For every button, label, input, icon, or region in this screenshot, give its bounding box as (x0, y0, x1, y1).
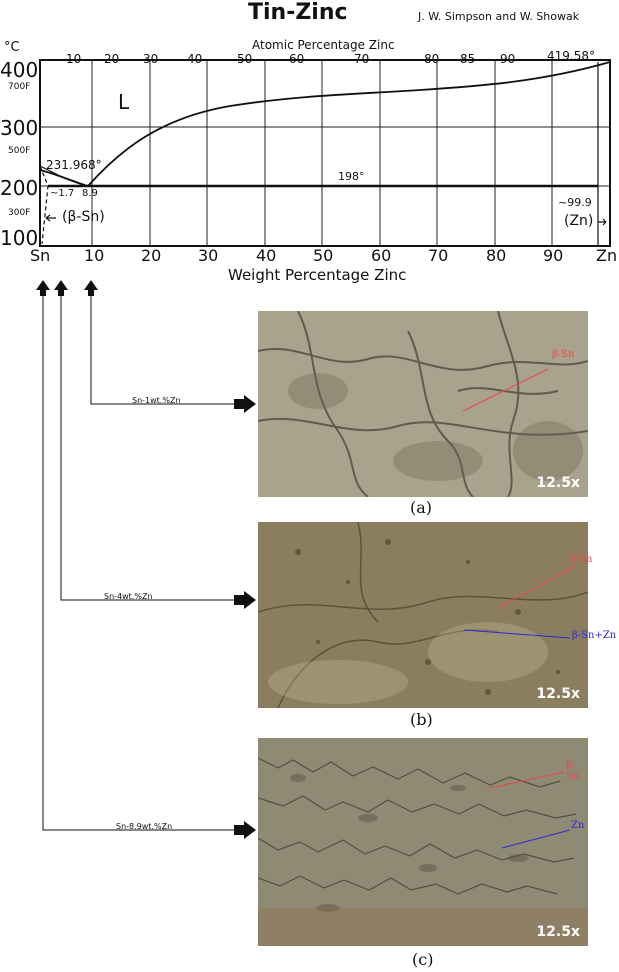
left-tick: 100 (0, 226, 39, 250)
micrograph-c: β-Sn Zn 12.5x (258, 738, 588, 946)
alloy-label-c: Sn-8.9wt.%Zn (116, 822, 173, 831)
top-tick: 90 (500, 52, 516, 66)
up-arrow-icon (54, 280, 68, 296)
magnification-label: 12.5x (536, 475, 580, 491)
up-arrow-icon (36, 280, 50, 296)
connector-a (90, 296, 236, 405)
sn-liquidus-line (39, 165, 89, 187)
left-tick: 400 (0, 58, 39, 82)
top-tick: 70 (354, 52, 370, 66)
sn-melting-label: 231.968° (46, 158, 102, 172)
bottom-tick: 60 (371, 246, 392, 265)
top-tick: 80 (424, 52, 440, 66)
left-tick: 300 (0, 116, 39, 140)
beta-sn-arrow (45, 214, 56, 222)
sn-solvus-line (39, 165, 49, 245)
micrograph-b: 12.5x (258, 522, 588, 708)
caption-c: (c) (412, 950, 434, 969)
diagram-authors: J. W. Simpson and W. Showak (418, 10, 580, 23)
bottom-tick: 10 (84, 246, 105, 265)
diagram-title: Tin-Zinc (248, 0, 348, 25)
liquid-label: L (118, 90, 130, 114)
connector-lines (36, 280, 256, 839)
zn-arrow (598, 218, 607, 226)
caption-b: (b) (410, 710, 433, 729)
bottom-tick: 20 (141, 246, 162, 265)
annotation-zn: Zn (571, 820, 585, 831)
annotation-beta-sn: β-Sn (566, 760, 580, 782)
fahrenheit-tick: 700F (8, 82, 31, 92)
top-axis-label: Atomic Percentage Zinc (252, 38, 395, 52)
top-tick: 60 (289, 52, 305, 66)
right-arrow-icon (234, 821, 256, 839)
liquidus-curve (39, 61, 611, 187)
connector-c (42, 296, 236, 831)
top-tick: 10 (66, 52, 82, 66)
zn-melting-label: 419.58° (547, 49, 595, 63)
bottom-tick: 90 (543, 246, 564, 265)
left-tick: 200 (0, 176, 39, 200)
annotation-beta-sn: β-Sn (552, 349, 575, 360)
annotation-beta-sn-zn-b: β-Sn+Zn (572, 630, 617, 641)
annotation-line (501, 829, 571, 849)
right-arrow-icon (234, 591, 256, 609)
fahrenheit-tick: 500F (8, 146, 31, 156)
beta-sn-phase-label: (β-Sn) (62, 209, 105, 225)
bottom-axis-label: Weight Percentage Zinc (228, 266, 407, 284)
sn-solvus-label: ~1.7 (50, 188, 75, 199)
caption-a: (a) (410, 498, 433, 517)
annotation-line (463, 629, 571, 639)
bottom-tick: 50 (313, 246, 334, 265)
top-tick: 50 (237, 52, 253, 66)
annotation-line (489, 771, 565, 789)
eutectic-comp-label: 8.9 (82, 188, 98, 199)
annotation-line (462, 368, 549, 412)
micrograph-a: β-Sn 12.5x (258, 311, 588, 497)
bottom-tick: Zn (596, 246, 618, 265)
top-tick: 30 (143, 52, 159, 66)
zn-phase-label: (Zn) (564, 213, 594, 229)
alloy-label-b: Sn-4wt.%Zn (104, 592, 153, 601)
celsius-unit: °C (4, 40, 20, 55)
bottom-tick: 40 (256, 246, 277, 265)
zn-solvus-label: ~99.9 (558, 196, 592, 209)
bottom-tick: 80 (486, 246, 507, 265)
right-arrows (234, 395, 256, 839)
magnification-label: 12.5x (536, 686, 580, 702)
right-arrow-icon (234, 395, 256, 413)
plot-frame (39, 59, 611, 247)
phase-diagram (39, 59, 611, 247)
connector-b (60, 296, 236, 601)
bottom-tick: 70 (428, 246, 449, 265)
grid-vertical (91, 60, 553, 246)
top-tick: 85 (460, 52, 476, 66)
top-tick: 40 (187, 52, 203, 66)
bottom-tick: 30 (198, 246, 219, 265)
grid-horizontal (40, 126, 610, 187)
annotation-beta-sn-b: β-Sn (570, 554, 593, 565)
top-tick: 20 (104, 52, 120, 66)
bottom-tick: Sn (30, 246, 51, 265)
eutectic-temp-label: 198° (338, 170, 365, 183)
up-arrow-icon (84, 280, 98, 296)
alloy-label-a: Sn-1wt.%Zn (132, 396, 181, 405)
magnification-label: 12.5x (536, 924, 580, 940)
fahrenheit-tick: 300F (8, 208, 31, 218)
annotation-line (497, 565, 577, 609)
up-arrows (36, 280, 98, 296)
